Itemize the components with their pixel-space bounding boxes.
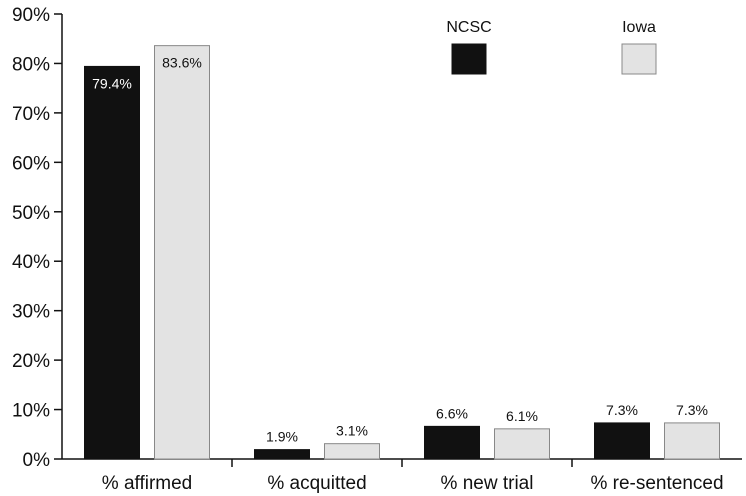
y-tick-label: 70%: [12, 104, 50, 125]
bar-ncsc-3: [594, 422, 650, 460]
bar-iowa-3: [664, 422, 720, 460]
y-tick-label: 80%: [12, 54, 50, 75]
legend-swatch-ncsc: [451, 43, 487, 75]
data-label-iowa-2: 6.1%: [506, 408, 538, 424]
y-tick-label: 90%: [12, 5, 50, 26]
y-tick-label: 0%: [23, 450, 51, 471]
bar-iowa-2: [494, 428, 550, 460]
bar-iowa-1: [324, 443, 380, 460]
category-label: % acquitted: [267, 473, 366, 494]
category-label: % new trial: [441, 473, 534, 494]
category-label: % re-sentenced: [590, 473, 723, 494]
data-label-ncsc-3: 7.3%: [606, 402, 638, 418]
data-label-iowa-1: 3.1%: [336, 423, 368, 439]
bar-ncsc-1: [254, 449, 310, 460]
y-tick-label: 40%: [12, 252, 50, 273]
y-tick-label: 50%: [12, 203, 50, 224]
category-label: % affirmed: [102, 473, 192, 494]
data-label-ncsc-1: 1.9%: [266, 429, 298, 445]
data-label-ncsc-2: 6.6%: [436, 405, 468, 421]
legend-label-iowa: Iowa: [622, 19, 656, 36]
legend-label-ncsc: NCSC: [446, 19, 491, 36]
data-label-iowa-3: 7.3%: [676, 402, 708, 418]
y-tick-label: 20%: [12, 351, 50, 372]
bar-iowa-0: [154, 45, 210, 460]
bar-ncsc-0: [84, 65, 140, 460]
bar-ncsc-2: [424, 425, 480, 460]
y-tick-label: 10%: [12, 401, 50, 422]
legend-swatch-iowa: [621, 43, 657, 75]
data-label-ncsc-0: 79.4%: [92, 75, 132, 91]
y-tick-label: 60%: [12, 153, 50, 174]
y-tick-label: 30%: [12, 302, 50, 323]
data-label-iowa-0: 83.6%: [162, 55, 202, 71]
